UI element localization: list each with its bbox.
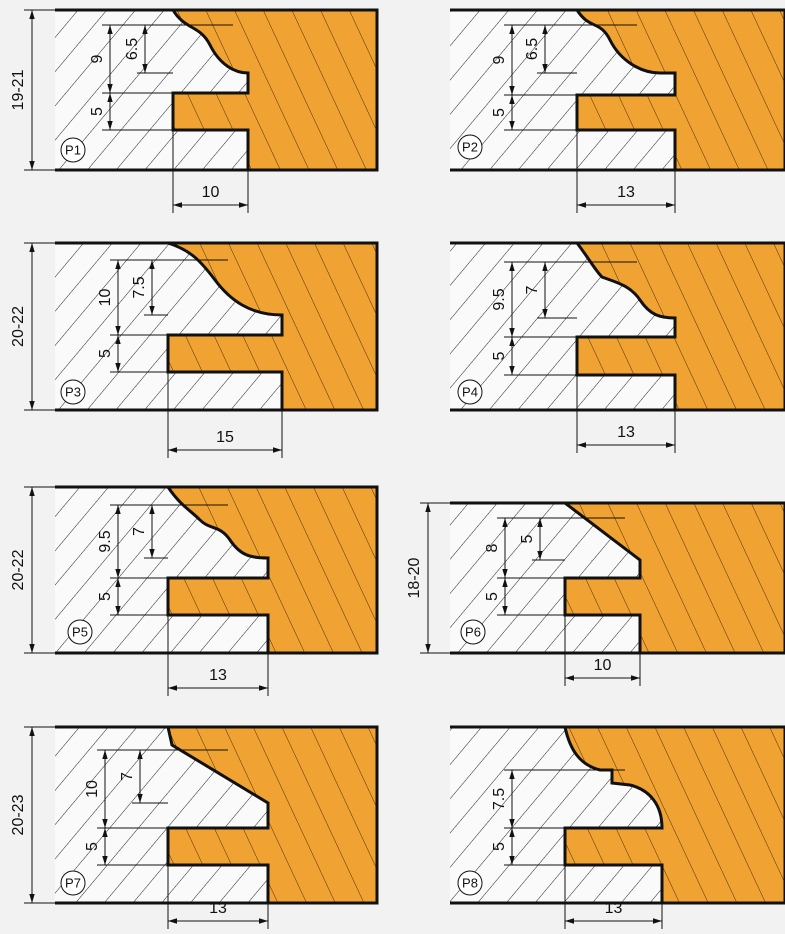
tongue-label: 5 (491, 351, 508, 360)
height-label: 18-20 (406, 557, 423, 598)
tongue-label: 5 (484, 592, 501, 601)
profile-badge (67, 619, 93, 645)
width-label: 13 (209, 900, 227, 917)
height-label: 20-22 (10, 306, 27, 347)
width-label: 10 (202, 184, 220, 201)
profile-label: P6 (465, 624, 481, 639)
tongue-label: 5 (97, 592, 114, 601)
profile (170, 8, 379, 172)
width-label: 13 (617, 424, 635, 441)
outer-label: 10 (84, 780, 101, 798)
profile-label: P5 (72, 624, 88, 639)
profile-badge (460, 619, 486, 645)
profile-badge (60, 379, 86, 405)
inner-label: 7.5 (131, 276, 148, 298)
outer-label: 9 (89, 54, 106, 63)
outer-label: 7.5 (491, 788, 508, 810)
profile-label: P7 (65, 875, 81, 890)
height-label: 20-23 (10, 794, 27, 835)
profile-badge (457, 870, 483, 896)
tongue-label: 5 (89, 107, 106, 116)
height-label: 20-22 (10, 549, 27, 590)
outer-label: 8 (484, 543, 501, 552)
outer-label: 9.5 (97, 530, 114, 552)
width-label: 13 (617, 184, 635, 201)
profile-badge (60, 870, 86, 896)
inner-label: 7 (119, 772, 136, 781)
profile-label: P1 (65, 142, 81, 157)
tongue-label: 5 (97, 349, 114, 358)
profile-label: P3 (65, 384, 81, 399)
inner-label: 7 (131, 527, 148, 536)
tongue-label: 5 (84, 842, 101, 851)
width-label: 10 (594, 657, 612, 674)
width-label: 13 (209, 667, 227, 684)
profile (560, 501, 785, 655)
profile-label: P8 (462, 875, 478, 890)
profile-badge (60, 137, 86, 163)
outer-label: 9 (491, 55, 508, 64)
inner-label: 5 (519, 534, 536, 543)
outer-label: 10 (97, 289, 114, 307)
outer-label: 9.5 (491, 288, 508, 310)
height-label: 19-21 (10, 69, 27, 110)
width-label: 13 (605, 900, 623, 917)
profile-label: P2 (462, 139, 478, 154)
width-label: 15 (216, 429, 234, 446)
profile-badge (457, 134, 483, 160)
inner-label: 7 (524, 285, 541, 294)
tongue-label: 5 (491, 108, 508, 117)
tongue-label: 5 (491, 842, 508, 851)
profile-label: P4 (462, 384, 478, 399)
inner-label: 6.5 (124, 38, 141, 60)
inner-label: 6.5 (524, 38, 541, 60)
profile-badge (457, 379, 483, 405)
